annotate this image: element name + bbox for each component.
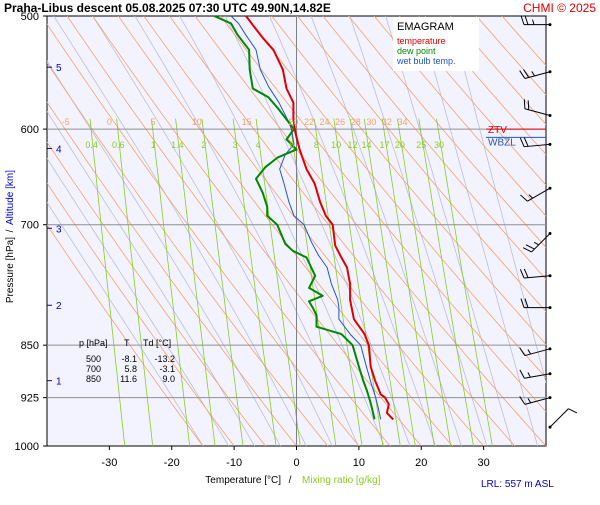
wind-barb-station: [549, 396, 552, 399]
mixing-ratio-label: 6: [289, 140, 294, 150]
wind-barb-flag: [524, 99, 525, 108]
dry-adiabat-label: 32: [382, 117, 392, 127]
table-header-dewpoint: Td [°C]: [143, 338, 171, 348]
mixing-ratio-label: 14: [362, 140, 372, 150]
x-axis-label-separator: /: [289, 475, 292, 486]
mixing-ratio-label: 4: [256, 140, 261, 150]
wind-barb-station: [549, 347, 552, 350]
altitude-tick-label: 4: [56, 144, 62, 155]
pressure-tick-label: 1000: [15, 441, 39, 453]
wind-barb: [549, 409, 577, 429]
chart-title: EMAGRAM: [397, 21, 454, 33]
y-axis-label-altitude: Altitude [km]: [5, 170, 16, 225]
mixing-ratio-label: 2: [201, 140, 206, 150]
wind-barb-station: [549, 372, 552, 375]
table-header-pressure: p [hPa]: [79, 338, 108, 348]
table-cell: 5.8: [124, 364, 137, 374]
wind-barb-flag: [568, 409, 576, 413]
dry-adiabat-label: 24: [320, 117, 330, 127]
wind-barb-shaft: [550, 409, 568, 427]
altitude-tick-label: 5: [56, 63, 62, 74]
mixing-ratio-label: 17: [380, 140, 390, 150]
header-credit: CHMI © 2025: [523, 1, 596, 15]
pressure-tick-label: 700: [21, 220, 39, 232]
legend-entry-wet-bulb: wet bulb temp.: [396, 56, 456, 66]
mixing-ratio-label: 3: [233, 140, 238, 150]
dry-adiabat-label: 34: [398, 117, 408, 127]
mixing-ratio-label: 10: [331, 140, 341, 150]
wind-barb-station: [549, 274, 552, 277]
wind-barb-station: [549, 306, 552, 309]
table-cell: 11.6: [120, 374, 137, 384]
temperature-tick-label: 10: [353, 457, 365, 469]
temperature-tick-label: -30: [101, 457, 117, 469]
x-axis-label-mixing-ratio: Mixing ratio [g/kg]: [302, 475, 381, 486]
dry-adiabat-label: 28: [351, 117, 361, 127]
pressure-tick-label: 850: [21, 340, 39, 352]
table-cell: -13.2: [154, 354, 175, 364]
dry-adiabat-label: 5: [151, 117, 156, 127]
dry-adiabat-label: 15: [242, 117, 252, 127]
table-cell: -8.1: [121, 354, 137, 364]
pressure-tick-label: 500: [21, 11, 39, 23]
mixing-ratio-label: 0.6: [112, 140, 125, 150]
mixing-ratio-label: 25: [416, 140, 426, 150]
temperature-tick-label: -20: [164, 457, 180, 469]
mixing-ratio-label: 20: [395, 140, 405, 150]
footer-note: LRL: 557 m ASL: [481, 479, 554, 490]
mixing-ratio-label: 12: [347, 140, 357, 150]
wind-barb-station: [549, 187, 552, 190]
y-axis-label-pressure: Pressure [hPa]: [5, 237, 16, 303]
table-cell: 500: [86, 354, 101, 364]
dry-adiabat-label: -5: [62, 117, 70, 127]
chart-legend: EMAGRAM temperature dew point wet bulb t…: [393, 17, 479, 71]
table-cell: 700: [86, 364, 101, 374]
wind-barb-station: [549, 232, 552, 235]
legend-entry-temperature: temperature: [397, 36, 446, 46]
temperature-tick-label: 0: [293, 457, 299, 469]
level-label: ZTV: [488, 125, 507, 136]
dry-adiabat-label: 0: [107, 117, 112, 127]
altitude-tick-label: 3: [56, 224, 62, 235]
dry-adiabat-label: 10: [192, 117, 202, 127]
temperature-tick-label: 30: [478, 457, 490, 469]
altitude-tick-label: 2: [56, 301, 62, 312]
mixing-ratio-label: 30: [434, 140, 444, 150]
table-cell: 850: [86, 374, 101, 384]
table-header-temperature: T: [124, 338, 130, 348]
mixing-ratio-label: 1.4: [171, 140, 184, 150]
mixing-ratio-label: 0.4: [85, 140, 98, 150]
wind-barb-station: [549, 70, 552, 73]
dry-adiabat-label: 20: [288, 117, 298, 127]
wind-barb-station: [549, 143, 552, 146]
pressure-tick-label: 925: [21, 393, 39, 405]
mixing-ratio-label: 8: [314, 140, 319, 150]
x-axis-label-temperature: Temperature [°C]: [205, 475, 281, 486]
altitude-tick-label: 1: [56, 377, 62, 388]
dry-adiabat-label: 26: [335, 117, 345, 127]
y-axis-label-separator: /: [5, 229, 16, 232]
pressure-tick-label: 600: [21, 124, 39, 136]
level-label: WBZL: [488, 137, 516, 148]
wind-barb-station: [549, 23, 552, 26]
table-cell: 9.0: [162, 374, 175, 384]
legend-entry-dew-point: dew point: [397, 46, 436, 56]
temperature-tick-label: 20: [415, 457, 427, 469]
dry-adiabat-label: 30: [366, 117, 376, 127]
temperature-tick-label: -10: [226, 457, 242, 469]
wind-barb-flag: [528, 100, 529, 109]
header-title: Praha-Libus descent 05.08.2025 07:30 UTC…: [4, 1, 331, 15]
table-cell: -3.1: [159, 364, 175, 374]
wind-barb-station: [549, 426, 552, 429]
mixing-ratio-label: 1: [151, 140, 156, 150]
dry-adiabat-label: 22: [304, 117, 314, 127]
wind-barb-station: [549, 114, 552, 117]
